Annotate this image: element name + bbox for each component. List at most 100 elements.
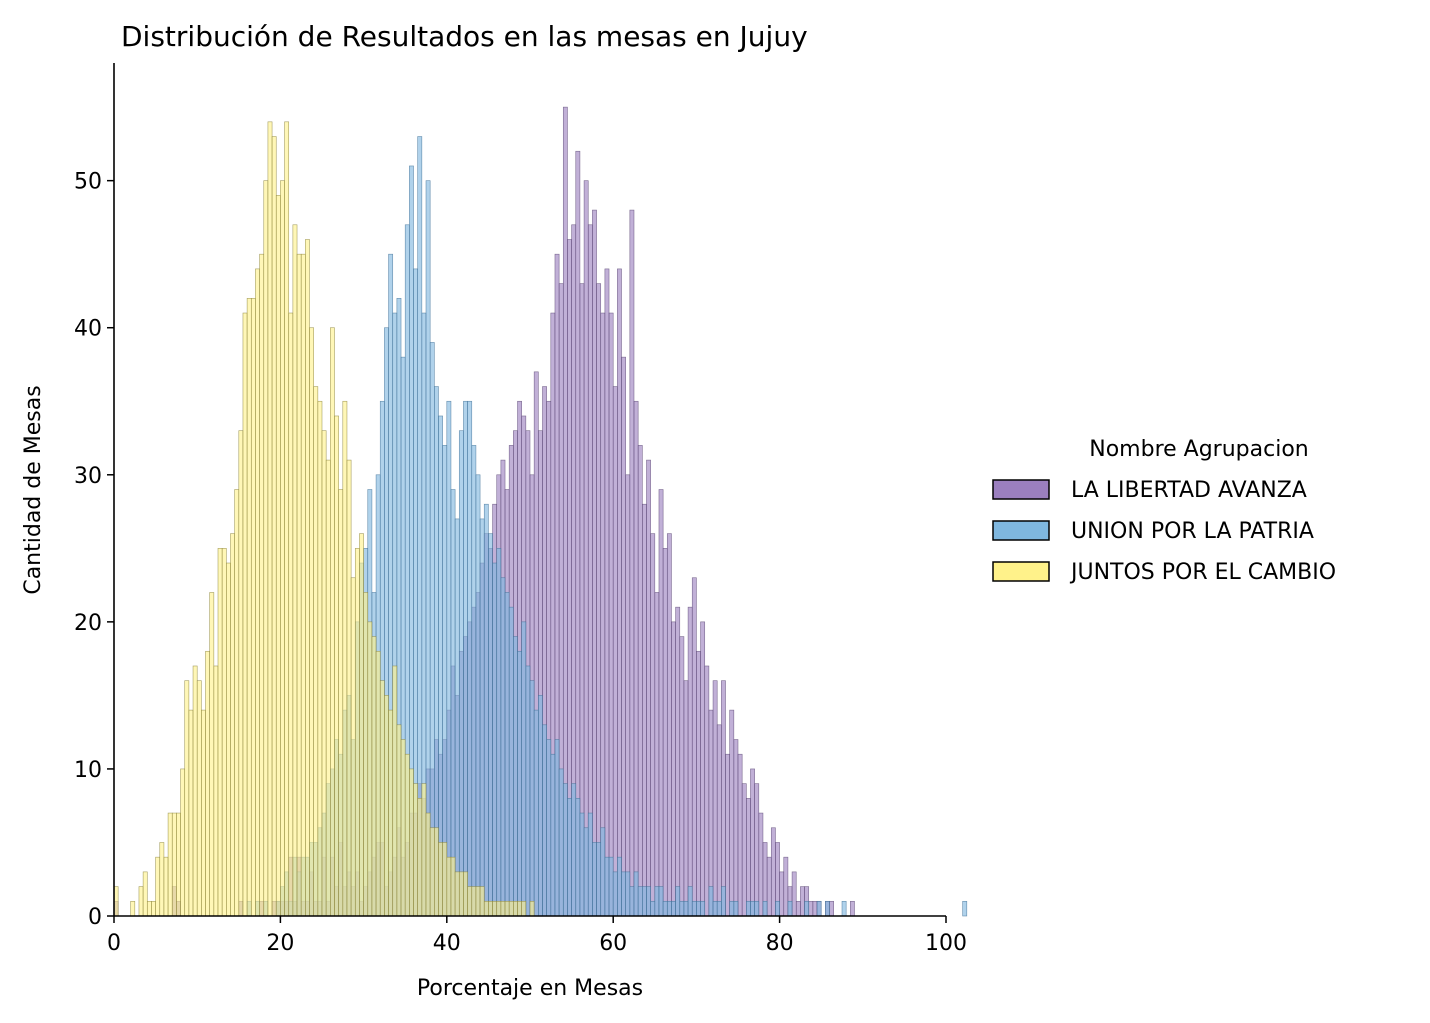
histogram-bar (741, 783, 747, 917)
histogram-bar (438, 842, 443, 917)
histogram-bar (700, 900, 706, 917)
histogram-bar (350, 577, 356, 917)
histogram-bar (758, 812, 764, 917)
histogram-bar (292, 224, 298, 917)
histogram-bar (633, 871, 639, 917)
histogram-bar (750, 768, 755, 917)
histogram-bar (583, 827, 589, 917)
histogram-bar (305, 239, 310, 917)
histogram-bar (255, 268, 260, 917)
histogram-bar (612, 871, 618, 917)
histogram-bar (675, 606, 681, 917)
x-tick-label: 40 (433, 931, 461, 956)
histogram-bar (384, 695, 389, 917)
histogram-bar (396, 724, 402, 917)
histogram-bar (617, 856, 622, 917)
histogram-bar (488, 900, 493, 917)
histogram-bar (508, 606, 514, 917)
histogram-bar (712, 900, 718, 917)
histogram-bar (841, 900, 847, 917)
histogram-bar (562, 783, 568, 917)
histogram-bar (359, 533, 364, 917)
y-tick-label: 20 (74, 611, 102, 636)
histogram-bar (288, 312, 294, 917)
histogram-bar (475, 886, 481, 917)
histogram-bar (163, 856, 169, 917)
histogram-bar (962, 900, 968, 917)
histogram-bar (700, 621, 706, 917)
histogram-bar (666, 900, 672, 917)
histogram-bar (221, 548, 227, 917)
histogram-bar (404, 753, 410, 917)
histogram-bar (596, 842, 602, 917)
x-tick-label: 80 (766, 931, 794, 956)
histogram-bar (434, 827, 439, 917)
histogram-bar (354, 548, 360, 917)
histogram-bar (625, 474, 631, 917)
histogram-bar (691, 577, 697, 917)
histogram-bar (691, 900, 697, 917)
histogram-bar (750, 900, 755, 917)
histogram-bar (708, 709, 714, 917)
legend-swatch (992, 520, 1050, 541)
histogram-bar (746, 900, 751, 917)
histogram-bars (113, 106, 968, 917)
histogram-bar (334, 415, 339, 917)
histogram-bar (754, 900, 760, 917)
histogram-bar (658, 489, 664, 917)
histogram-bar (467, 400, 473, 917)
histogram-bar (259, 253, 265, 917)
histogram-bar (483, 503, 489, 917)
histogram-bar (592, 209, 597, 917)
histogram-bar (587, 812, 593, 917)
histogram-bar (550, 753, 556, 917)
histogram-bar (521, 900, 527, 917)
histogram-bar (725, 753, 730, 917)
legend-label: UNION POR LA PATRIA (1071, 519, 1314, 544)
histogram-bar (770, 827, 776, 917)
histogram-bar (538, 695, 543, 917)
histogram-bar (521, 621, 527, 917)
histogram-bar (421, 783, 427, 917)
histogram-bar (600, 827, 606, 917)
histogram-bar (242, 312, 248, 917)
histogram-bar (621, 356, 626, 917)
histogram-bar (642, 886, 647, 917)
histogram-bar (267, 121, 273, 917)
histogram-bar (829, 900, 834, 917)
histogram-bar (679, 636, 685, 917)
y-tick-label: 10 (74, 758, 102, 783)
histogram-bar (612, 386, 618, 917)
histogram-bar (492, 562, 498, 917)
histogram-bar (309, 327, 314, 917)
histogram-bar (696, 900, 701, 917)
histogram-bar (733, 739, 739, 917)
histogram-bar (646, 459, 651, 917)
histogram-bar (646, 886, 651, 917)
histogram-bar (654, 592, 660, 917)
y-tick-label: 0 (88, 905, 102, 930)
histogram-bar (467, 886, 473, 917)
histogram-bar (825, 900, 830, 917)
histogram-bar (791, 871, 797, 917)
histogram-bar (250, 298, 256, 917)
histogram-bar (280, 180, 285, 917)
histogram-bar (671, 900, 676, 917)
histogram-bar (130, 900, 136, 917)
histogram-bar (363, 592, 369, 917)
histogram-bar (571, 783, 577, 917)
histogram-bar (417, 798, 423, 917)
histogram-bar (263, 180, 269, 917)
legend-swatch (992, 561, 1050, 582)
histogram-bar (400, 739, 406, 917)
histogram-bar (575, 798, 581, 917)
histogram-bar (542, 724, 547, 917)
histogram-bar (716, 900, 722, 917)
histogram-bar (371, 636, 377, 917)
histogram-bar (296, 253, 302, 917)
histogram-bar (142, 871, 148, 917)
histogram-bar (683, 680, 689, 917)
histogram-bar (795, 900, 801, 917)
histogram-bar (567, 798, 572, 917)
histogram-bar (604, 856, 610, 917)
